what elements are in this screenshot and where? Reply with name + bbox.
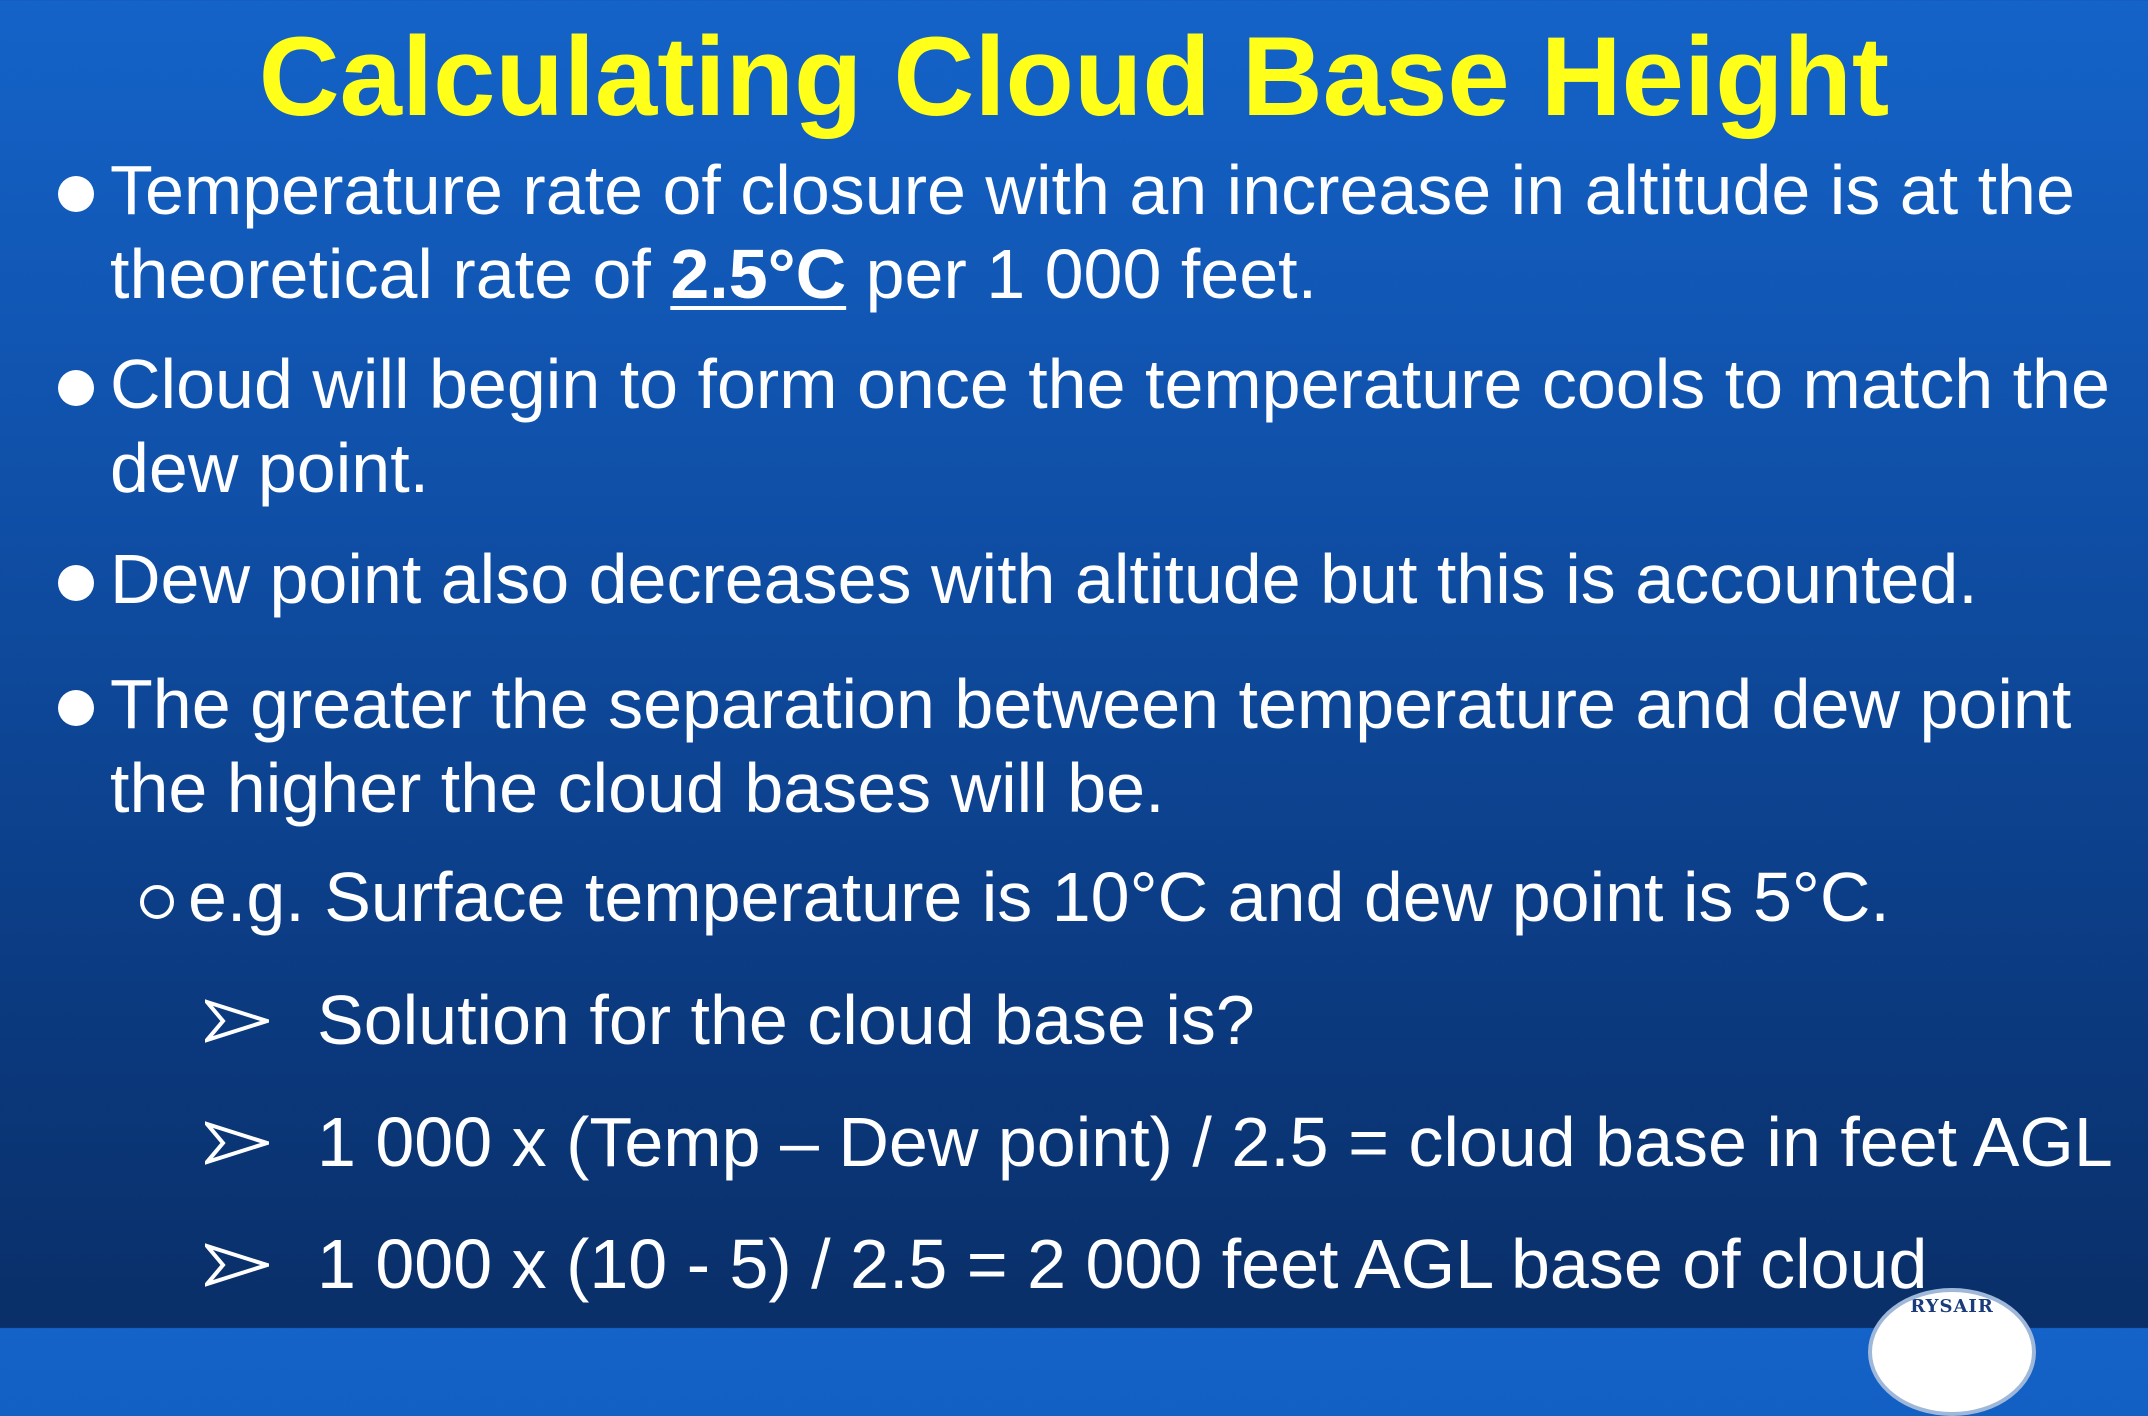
bullet-text-end: per 1 000 feet. [846, 235, 1318, 313]
arrowhead-bullet-icon [205, 1121, 269, 1165]
bullet-text: Temperature rate of closure with an incr… [110, 148, 2130, 316]
slide-title: Calculating Cloud Base Height [258, 14, 1890, 139]
slide: Calculating Cloud Base Height Temperatur… [58, 14, 2130, 1416]
step-text: Solution for the cloud base is? [317, 981, 1255, 1059]
filled-circle-bullet-icon [58, 176, 94, 212]
hollow-circle-bullet-icon [140, 885, 174, 919]
bullet-text-start: Temperature rate of closure with an incr… [110, 151, 2075, 313]
bullet-text: Dew point also decreases with altitude b… [110, 540, 1978, 618]
arrowhead-bullet-icon [205, 999, 269, 1043]
example-text: e.g. Surface temperature is 10°C and dew… [188, 858, 1890, 936]
logo-text: RYSAIR [1910, 1296, 1994, 1317]
rate-emphasis: 2.5°C [670, 235, 847, 313]
arrowhead-bullet-icon [205, 1243, 269, 1287]
organization-logo: RYSAIR [1868, 1288, 2036, 1416]
step-text: 1 000 x (10 - 5) / 2.5 = 2 000 feet AGL … [317, 1225, 1928, 1303]
step-text: 1 000 x (Temp – Dew point) / 2.5 = cloud… [317, 1103, 2113, 1181]
bullet-text: Cloud will begin to form once the temper… [110, 345, 2110, 507]
bullet-text: The greater the separation between tempe… [110, 665, 2072, 827]
filled-circle-bullet-icon [58, 370, 94, 406]
filled-circle-bullet-icon [58, 565, 94, 601]
filled-circle-bullet-icon [58, 690, 94, 726]
